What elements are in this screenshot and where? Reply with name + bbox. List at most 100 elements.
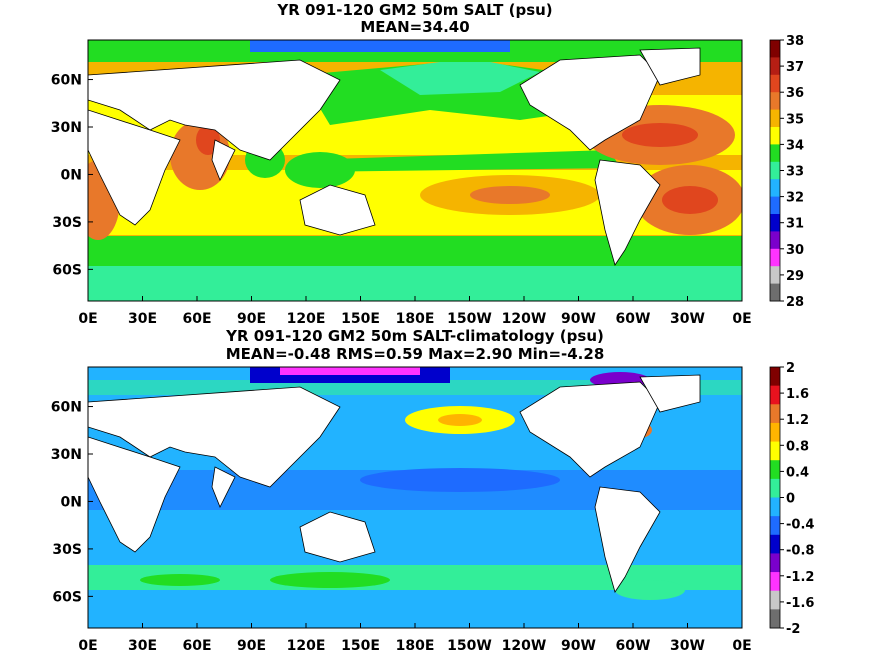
colorbar-label: 35 — [786, 112, 804, 127]
colorbar-segment — [770, 57, 780, 76]
x-tick-label: 60W — [616, 638, 651, 654]
x-tick-label: 30W — [670, 638, 705, 654]
colorbar-label: 29 — [786, 269, 804, 284]
x-tick-label: 150W — [447, 311, 492, 327]
x-tick-label: 0E — [732, 311, 751, 327]
colorbar-label: 1.2 — [786, 413, 809, 428]
colorbar-segment — [770, 214, 780, 232]
colorbar-segment — [770, 266, 780, 285]
panel-salinity: YR 091-120 GM2 50m SALT (psu) MEAN=34.40 — [51, 1, 804, 327]
colorbar-label: -0.8 — [786, 544, 814, 559]
colorbar-segment — [770, 572, 780, 592]
x-tick-label: 90E — [237, 638, 266, 654]
colorbar-label: -2 — [786, 622, 800, 637]
y-tick-label: 30N — [51, 447, 82, 463]
colorbar-label: 38 — [786, 34, 804, 49]
colorbar-segment — [770, 609, 780, 629]
colorbar-segment — [770, 144, 780, 163]
x-tick-label: 150W — [447, 638, 492, 654]
colorbar-segment — [770, 196, 780, 215]
x-tick-label: 180E — [396, 638, 435, 654]
colorbar-label: 31 — [786, 217, 804, 232]
x-tick-label: 120E — [287, 311, 326, 327]
colorbar-label: 0.4 — [786, 465, 809, 480]
y-tick-label: 60S — [52, 262, 82, 278]
colorbar-segment — [770, 179, 780, 198]
bias-map — [88, 367, 742, 628]
x-tick-label: 0E — [732, 638, 751, 654]
colorbar-segment — [770, 283, 780, 302]
chart1-y-ticks: 60N 30N 0N 30S 60S — [51, 73, 93, 278]
x-tick-label: 180E — [396, 311, 435, 327]
y-tick-label: 30S — [52, 542, 82, 558]
colorbar-label: 2 — [786, 361, 795, 376]
y-tick-label: 0N — [61, 167, 82, 183]
x-tick-label: 120W — [502, 311, 547, 327]
chart2-title: YR 091-120 GM2 50m SALT-climatology (psu… — [225, 327, 604, 345]
salinity-map — [88, 40, 742, 301]
colorbar-label: 34 — [786, 138, 804, 153]
chart1-x-ticks: 0E 30E 60E 90E 120E 150E 180E 150W 120W 90W 60W 30W… — [78, 296, 752, 327]
x-tick-label: 30W — [670, 311, 705, 327]
colorbar-segment — [770, 553, 780, 573]
x-tick-label: 90W — [561, 311, 596, 327]
colorbar-segment — [770, 478, 780, 498]
colorbar-segment — [770, 441, 780, 461]
x-tick-label: 150E — [341, 638, 380, 654]
chart2-colorbar: 2 1.6 1.2 0.8 0.4 0 -0.4 -0.8 -1.2 -1.6 -2 — [769, 361, 814, 637]
y-tick-label: 30N — [51, 120, 82, 136]
y-tick-label: 60N — [51, 400, 82, 416]
x-tick-label: 150E — [341, 311, 380, 327]
x-tick-label: 90W — [561, 638, 596, 654]
colorbar-segment — [770, 422, 780, 443]
colorbar-segment — [770, 231, 780, 250]
colorbar-label: 30 — [786, 243, 804, 258]
colorbar-segment — [770, 40, 780, 58]
y-tick-label: 60N — [51, 73, 82, 89]
x-tick-label: 30E — [128, 638, 157, 654]
colorbar-segment — [770, 404, 780, 424]
colorbar-label: 36 — [786, 86, 804, 101]
panel-salinity-bias: YR 091-120 GM2 50m SALT-climatology (psu… — [51, 327, 815, 654]
colorbar-label: 0.8 — [786, 439, 809, 454]
x-tick-label: 0E — [78, 311, 97, 327]
colorbar-label: 28 — [786, 295, 804, 310]
x-tick-label: 90E — [237, 311, 266, 327]
colorbar-segment — [770, 534, 780, 554]
y-tick-label: 60S — [52, 589, 82, 605]
colorbar-label: 37 — [786, 60, 804, 75]
colorbar-segment — [770, 248, 780, 267]
y-tick-label: 30S — [52, 215, 82, 231]
colorbar-label: -1.2 — [786, 570, 814, 585]
colorbar-segment — [770, 367, 780, 387]
chart1-subtitle: MEAN=34.40 — [360, 18, 469, 36]
land-masks-bias — [88, 374, 701, 593]
colorbar-segment — [770, 74, 780, 93]
x-tick-label: 120W — [502, 638, 547, 654]
colorbar-label: -0.4 — [786, 518, 814, 533]
colorbar-segment — [770, 385, 780, 405]
x-tick-label: 0E — [78, 638, 97, 654]
colorbar-segment — [770, 516, 780, 536]
chart2-x-ticks: 0E 30E 60E 90E 120E 150E 180E 150W 120W 90W 60W 30W… — [78, 623, 752, 654]
chart1-colorbar: 38 37 36 35 34 33 32 31 30 29 28 — [769, 34, 804, 310]
colorbar-segment — [770, 590, 780, 610]
colorbar-segment — [770, 92, 780, 111]
colorbar-segment — [770, 497, 780, 517]
x-tick-label: 120E — [287, 638, 326, 654]
colorbar-label: 1.6 — [786, 387, 809, 402]
land-masks — [88, 47, 701, 266]
colorbar-label: -1.6 — [786, 596, 814, 611]
colorbar-segment — [770, 460, 780, 480]
x-tick-label: 30E — [128, 311, 157, 327]
colorbar-segment — [770, 109, 780, 128]
y-tick-label: 0N — [61, 494, 82, 510]
chart2-y-ticks: 60N 30N 0N 30S 60S — [51, 400, 93, 605]
colorbar-label: 33 — [786, 165, 804, 180]
x-tick-label: 60W — [616, 311, 651, 327]
x-tick-label: 60E — [182, 638, 211, 654]
x-tick-label: 60E — [182, 311, 211, 327]
colorbar-label: 0 — [786, 492, 795, 507]
chart2-subtitle: MEAN=-0.48 RMS=0.59 Max=2.90 Min=-4.28 — [226, 345, 605, 363]
colorbar-label: 32 — [786, 191, 804, 206]
